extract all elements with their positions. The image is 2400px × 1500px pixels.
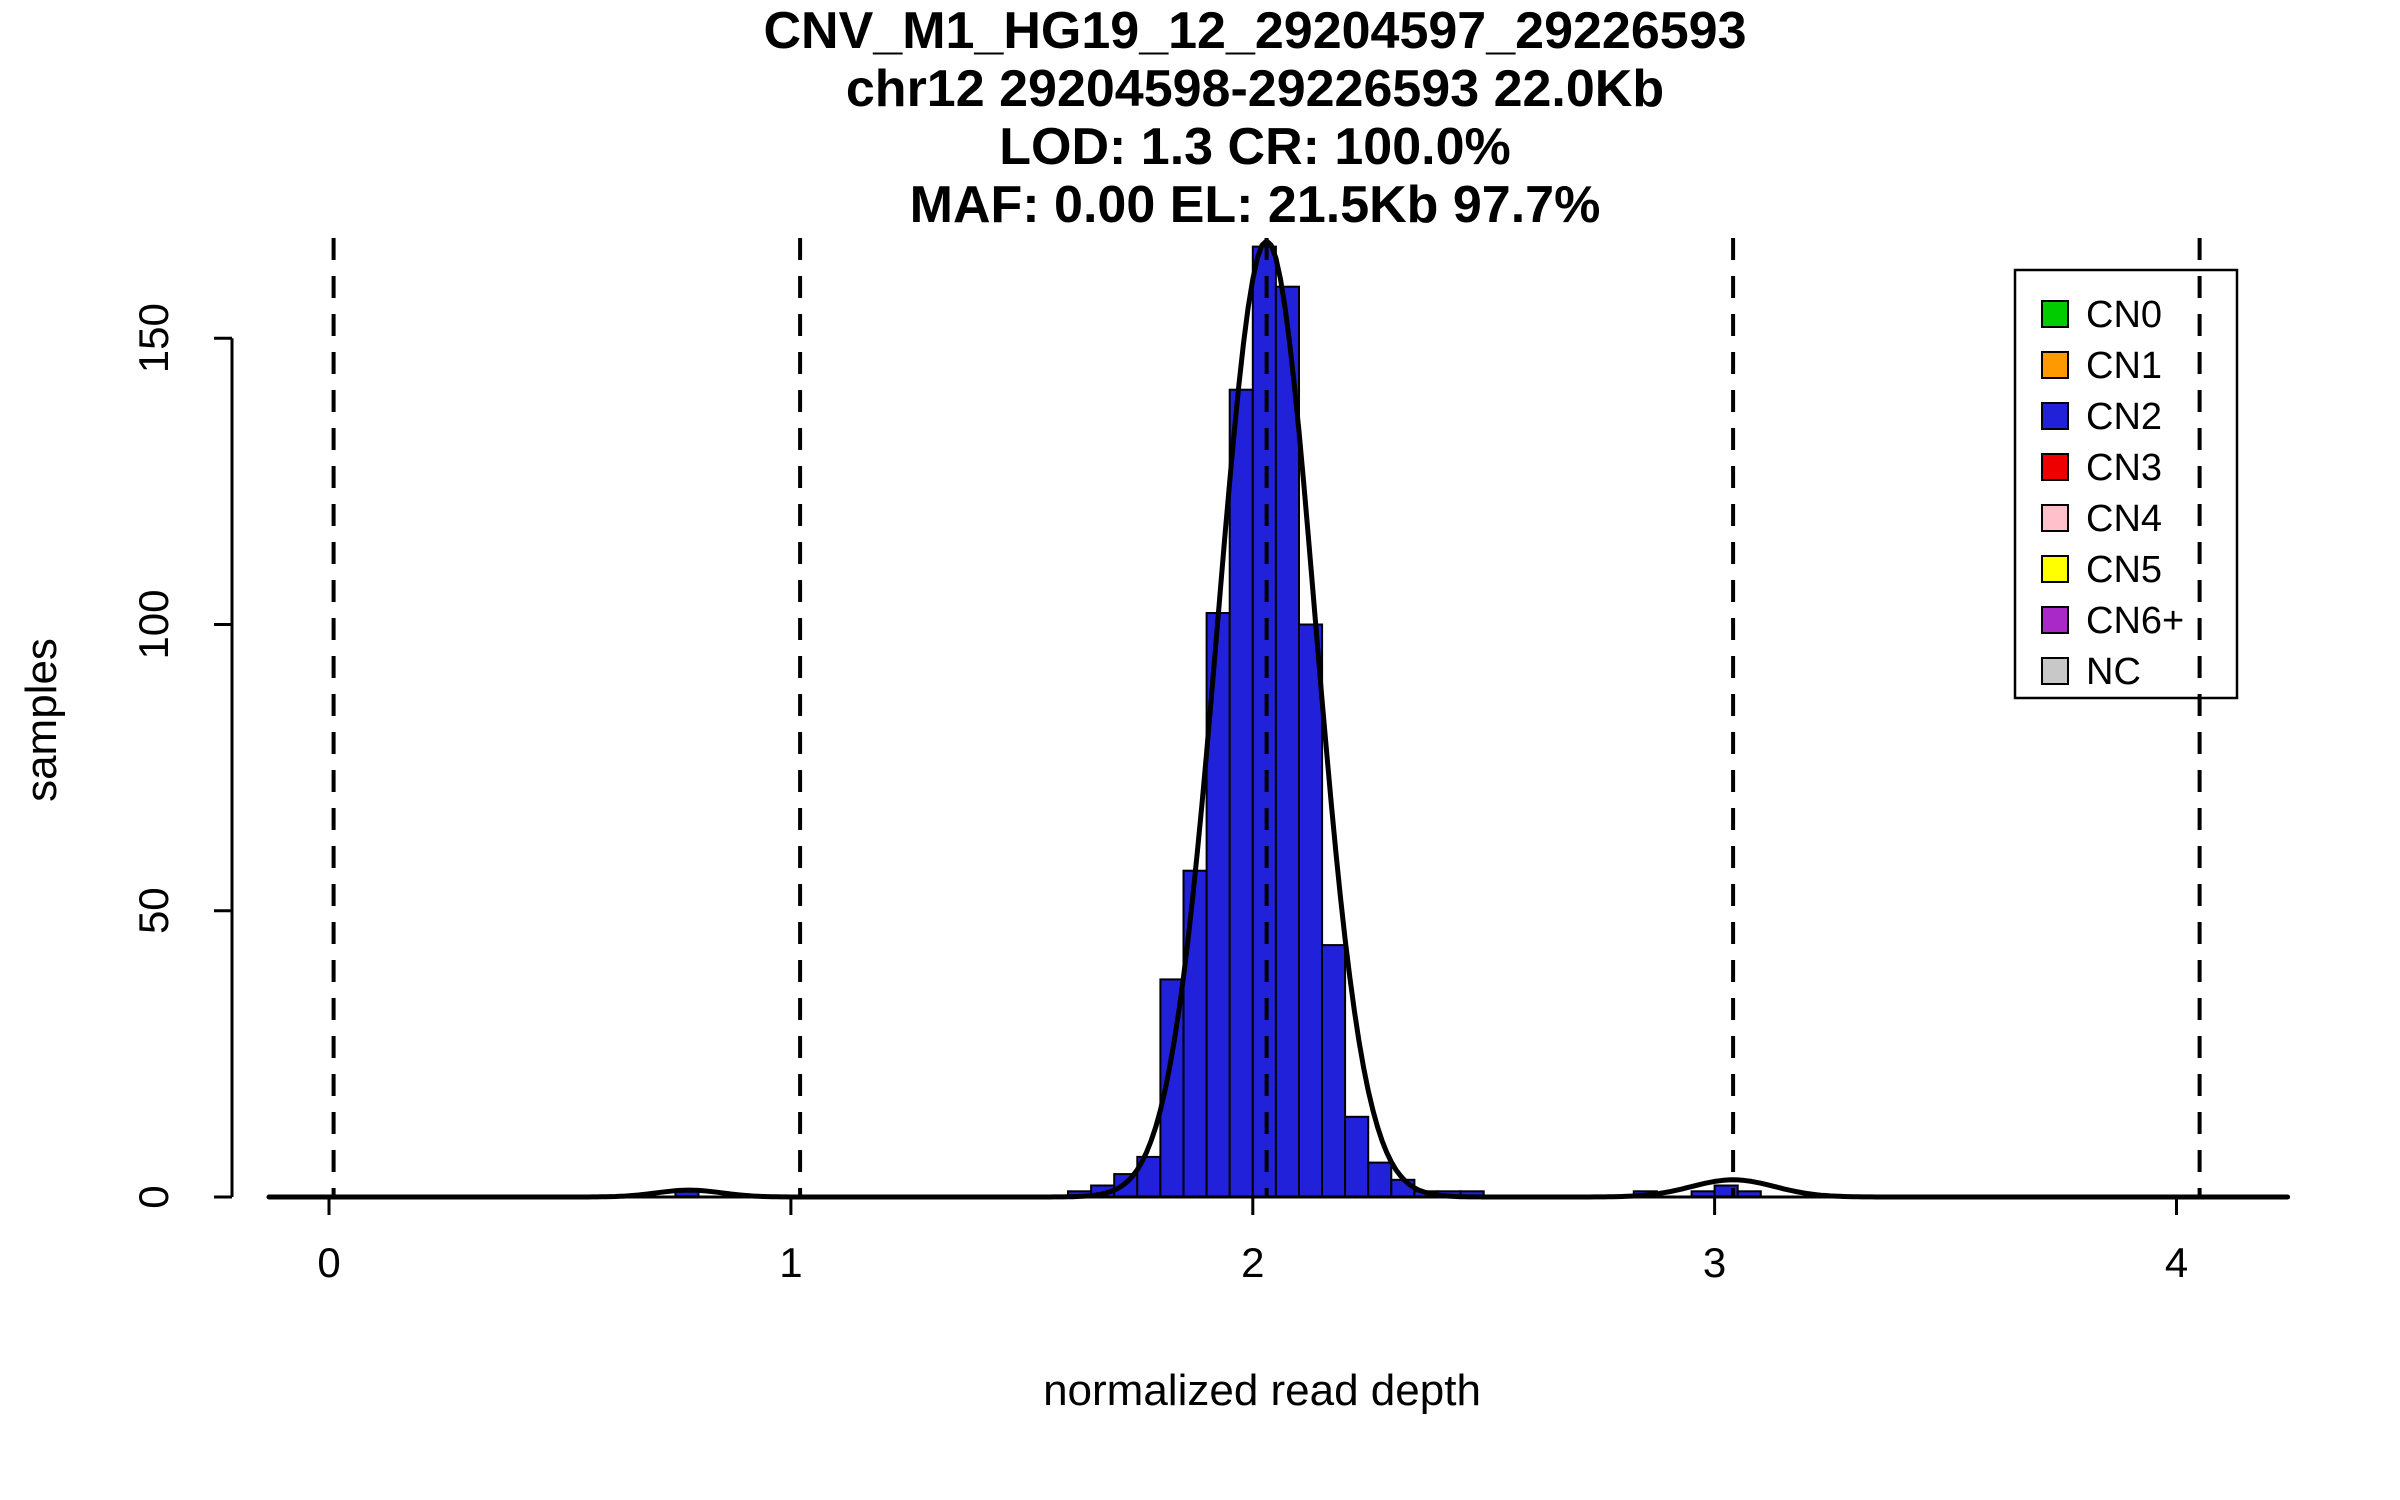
legend-label-NC: NC	[2086, 651, 2141, 693]
legend-swatch-NC	[2041, 657, 2069, 685]
histogram-bar	[1321, 944, 1347, 1198]
x-axis-title: normalized read depth	[1043, 1366, 1481, 1415]
legend-box	[2013, 268, 2239, 700]
chart-titles: CNV_M1_HG19_12_29204597_29226593 chr12 2…	[763, 2, 1746, 234]
legend-label-CN3: CN3	[2086, 447, 2162, 489]
legend-swatch-CN3	[2041, 453, 2069, 481]
legend-swatch-CN1	[2041, 351, 2069, 379]
legend-label-CN5: CN5	[2086, 549, 2162, 591]
y-tick-label: 150	[130, 303, 177, 373]
histogram-bar	[1228, 388, 1254, 1198]
x-tick-label: 3	[1703, 1239, 1726, 1286]
y-tick-label: 0	[130, 1185, 177, 1208]
histogram-bar	[1344, 1115, 1370, 1199]
chart-title-line-1: CNV_M1_HG19_12_29204597_29226593	[763, 2, 1746, 60]
x-tick-label: 1	[779, 1239, 802, 1286]
legend-label-CN0: CN0	[2086, 294, 2162, 336]
histogram-bar	[1298, 623, 1324, 1198]
histogram-bar	[1367, 1161, 1393, 1198]
legend-swatch-CN6+	[2041, 606, 2069, 634]
chart-title-line-2: chr12 29204598-29226593 22.0Kb	[846, 60, 1664, 118]
x-tick-label: 4	[2165, 1239, 2188, 1286]
legend-swatch-CN4	[2041, 504, 2069, 532]
legend-label-CN6+: CN6+	[2086, 600, 2184, 642]
legend-swatch-CN5	[2041, 555, 2069, 583]
legend-label-CN1: CN1	[2086, 345, 2162, 387]
x-tick-label: 2	[1241, 1239, 1264, 1286]
axes-layer: 0 1 2 3 4 0 50 100 150	[130, 303, 2290, 1286]
y-axis-title: samples	[17, 638, 66, 802]
y-tick-label: 50	[130, 887, 177, 934]
legend-label-CN4: CN4	[2086, 498, 2162, 540]
histogram-bar	[1182, 869, 1208, 1198]
x-tick-label: 0	[317, 1239, 340, 1286]
chart-title-line-4: MAF: 0.00 EL: 21.5Kb 97.7%	[910, 176, 1601, 234]
copy-number-guide-lines-layer	[331, 238, 2202, 1197]
histogram-bar	[1274, 285, 1301, 1198]
legend: CN0 CN1 CN2 CN3 CN4 CN5 CN6+ NC	[2013, 268, 2239, 700]
legend-label-CN2: CN2	[2086, 396, 2162, 438]
histogram-bar	[1251, 245, 1277, 1199]
y-tick-label: 100	[130, 589, 177, 659]
legend-swatch-CN0	[2041, 300, 2069, 328]
chart-title-line-3: LOD: 1.3 CR: 100.0%	[999, 118, 1511, 176]
legend-swatch-CN2	[2041, 402, 2069, 430]
